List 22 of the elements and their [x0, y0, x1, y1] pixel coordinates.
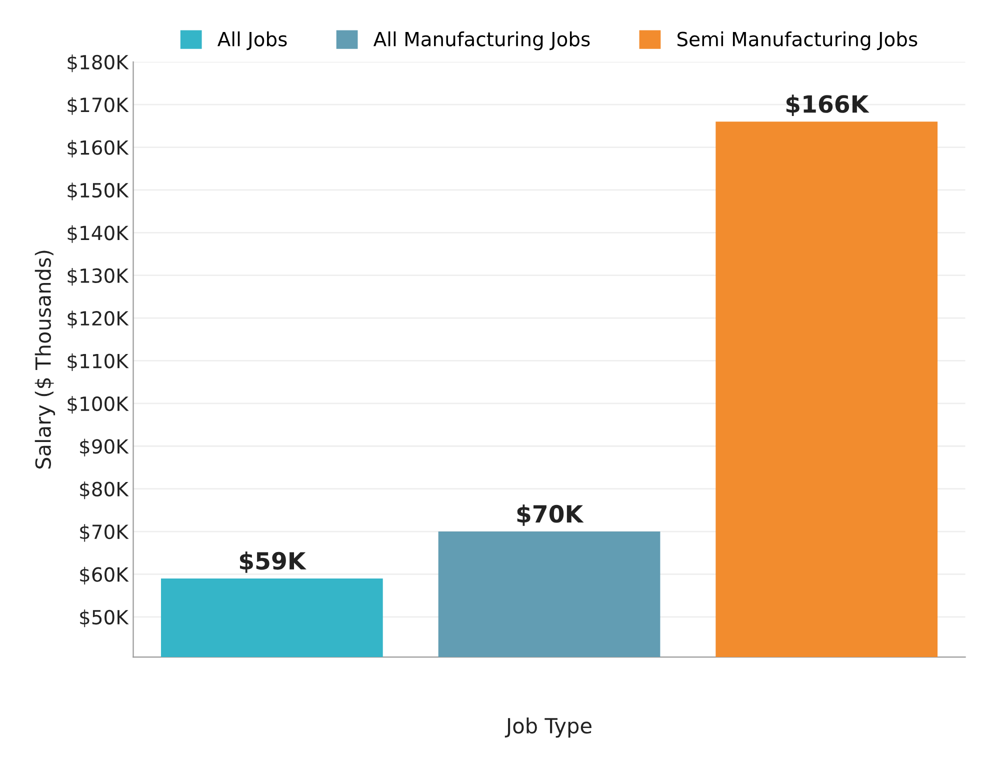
y-tick-label: $150K — [68, 182, 129, 200]
y-tick-label: $70K — [80, 524, 129, 542]
legend-label: All Jobs — [217, 31, 287, 50]
y-tick-label: $160K — [68, 140, 129, 158]
y-tick-label: $90K — [80, 438, 129, 456]
y-tick-label: $60K — [80, 566, 129, 584]
y-tick-label: $170K — [68, 97, 129, 115]
legend-label: All Manufacturing Jobs — [373, 31, 590, 50]
y-tick-label: $140K — [68, 225, 129, 243]
y-tick-label: $50K — [80, 610, 129, 628]
y-tick-label: $180K — [68, 54, 129, 72]
legend-label: Semi Manufacturing Jobs — [678, 31, 918, 50]
y-tick-label: $110K — [68, 353, 129, 371]
data-label: $70K — [517, 504, 584, 526]
y-tick-label: $100K — [68, 396, 129, 414]
x-axis-title: Job Type — [504, 717, 592, 738]
data-label: $166K — [786, 94, 870, 116]
y-tick-label: $80K — [80, 481, 129, 500]
data-label: $59K — [240, 551, 306, 573]
y-tick-label: $120K — [68, 310, 129, 328]
y-tick-label: $130K — [68, 268, 129, 286]
y-axis-title: Salary ($ Thousands) — [34, 250, 56, 469]
